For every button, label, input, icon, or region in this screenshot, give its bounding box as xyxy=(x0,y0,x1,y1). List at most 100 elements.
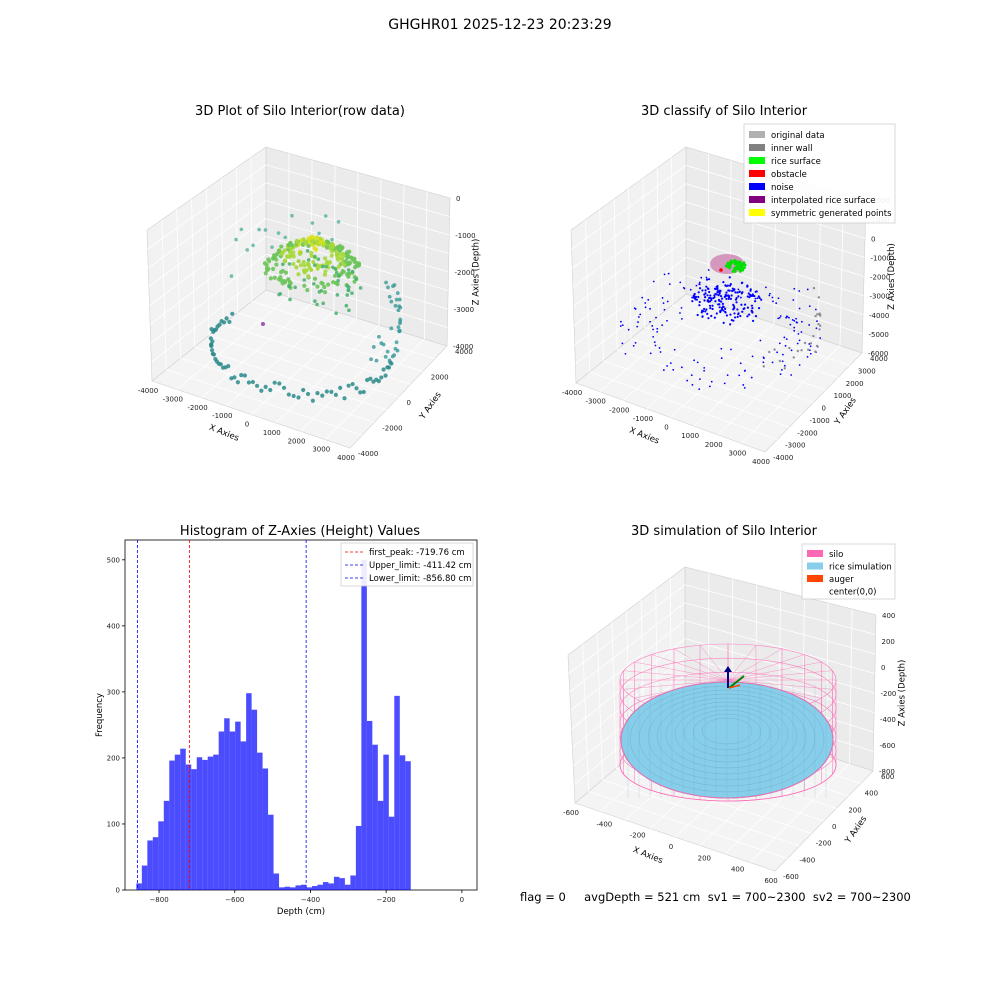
noise-point xyxy=(730,294,733,297)
raw-data-point xyxy=(310,221,315,225)
inner-wall-point xyxy=(778,359,782,363)
simulation-left-grid-z xyxy=(570,620,686,711)
simulation-y-tick-label: 200 xyxy=(848,806,861,814)
inner-wall-point xyxy=(814,315,817,318)
raw-data-point xyxy=(365,377,370,383)
inner-wall-point xyxy=(819,324,822,327)
classify-legend-swatch xyxy=(749,209,765,216)
noise-point xyxy=(698,388,701,391)
raw-y-tick-label: -2000 xyxy=(382,425,402,433)
noise-point xyxy=(624,352,627,355)
raw-data-point xyxy=(358,286,363,290)
raw-x-tick-label: 4000 xyxy=(337,454,355,462)
histogram-bar xyxy=(257,752,263,890)
histogram-bar xyxy=(290,887,296,890)
raw-data-point xyxy=(306,236,311,241)
silo-roof-wire xyxy=(727,645,757,681)
noise-point xyxy=(719,294,723,298)
raw-data-point xyxy=(354,386,359,391)
noise-point xyxy=(775,302,778,305)
noise-point xyxy=(682,286,685,289)
rice-surface-point xyxy=(728,261,732,265)
histogram-bar xyxy=(180,748,186,890)
classify-floor-grid-y xyxy=(644,326,826,391)
raw-data-point xyxy=(350,269,355,274)
noise-point xyxy=(743,303,747,306)
raw-data-point xyxy=(293,285,297,290)
noise-point xyxy=(741,310,744,313)
noise-point xyxy=(679,312,681,314)
histogram-bar xyxy=(202,759,208,890)
noise-point xyxy=(696,361,699,364)
classify-x-tick-label: -2000 xyxy=(609,406,629,414)
inner-wall-point xyxy=(768,350,771,354)
raw-data-point xyxy=(271,266,276,272)
simulation-x-tick-label: -200 xyxy=(630,832,646,840)
noise-point xyxy=(730,348,732,351)
noise-point xyxy=(795,321,798,324)
noise-point xyxy=(700,276,703,279)
noise-point xyxy=(725,297,728,301)
noise-point xyxy=(656,330,659,333)
noise-point xyxy=(681,318,683,320)
inner-wall-point xyxy=(773,348,776,351)
raw-back-grid-x xyxy=(423,191,428,340)
histogram-bar xyxy=(361,559,367,890)
histogram-bar xyxy=(311,886,318,890)
y-tick-label: 100 xyxy=(107,820,120,828)
rice-surface-point xyxy=(741,266,744,270)
noise-point xyxy=(638,316,640,318)
raw-data-point xyxy=(323,256,328,261)
noise-point xyxy=(722,321,725,324)
noise-point xyxy=(662,302,665,305)
raw-data-point xyxy=(229,274,234,278)
classify-legend-label: interpolated rice surface xyxy=(771,196,876,206)
raw-data-point xyxy=(279,244,284,249)
noise-point xyxy=(747,292,750,295)
raw-data-point xyxy=(263,271,268,276)
raw-y-tick-label: 2000 xyxy=(431,374,449,382)
noise-point xyxy=(619,325,622,327)
raw-data-point xyxy=(330,237,334,242)
x-tick-label: 0 xyxy=(460,896,464,904)
noise-point xyxy=(798,339,801,342)
simulation-legend-swatch xyxy=(807,562,823,570)
raw-data-point xyxy=(320,264,325,269)
noise-point xyxy=(778,342,781,345)
noise-point xyxy=(705,278,709,281)
raw-data-point xyxy=(215,324,220,329)
raw-plot-title: 3D Plot of Silo Interior(row data) xyxy=(195,104,405,119)
noise-point xyxy=(663,273,666,276)
raw-data-point xyxy=(346,288,351,292)
classify-legend-label: inner wall xyxy=(771,144,812,154)
raw-data-point xyxy=(315,266,320,271)
rice-surface-point xyxy=(742,261,746,265)
raw-x-tick-label: 3000 xyxy=(312,446,330,454)
simulation-y-tick-label: -400 xyxy=(799,856,815,864)
raw-data-point xyxy=(371,345,376,349)
classify-z-axis-label: Z Axies (Depth) xyxy=(887,243,897,310)
noise-point xyxy=(661,297,664,299)
raw-data-point xyxy=(285,254,290,260)
noise-point xyxy=(669,362,672,365)
raw-data-point xyxy=(296,259,301,264)
noise-point xyxy=(736,308,739,311)
histogram-bar xyxy=(235,721,241,890)
noise-point xyxy=(693,359,696,362)
raw-data-point xyxy=(235,380,241,385)
noise-point xyxy=(819,337,822,339)
x-tick-label: −800 xyxy=(149,896,168,904)
raw-data-point xyxy=(347,308,351,313)
simulation-plot-title: 3D simulation of Silo Interior xyxy=(631,524,817,539)
noise-point xyxy=(727,297,730,301)
histogram-bar xyxy=(218,731,225,890)
noise-point xyxy=(706,312,709,315)
raw-data-point xyxy=(336,264,342,269)
noise-point xyxy=(737,313,740,316)
raw-data-point xyxy=(389,361,394,366)
noise-point xyxy=(751,319,755,322)
raw-x-tick-label: -3000 xyxy=(163,395,183,403)
noise-point xyxy=(754,290,757,293)
noise-point xyxy=(641,296,644,299)
classify-legend-swatch xyxy=(749,144,765,151)
